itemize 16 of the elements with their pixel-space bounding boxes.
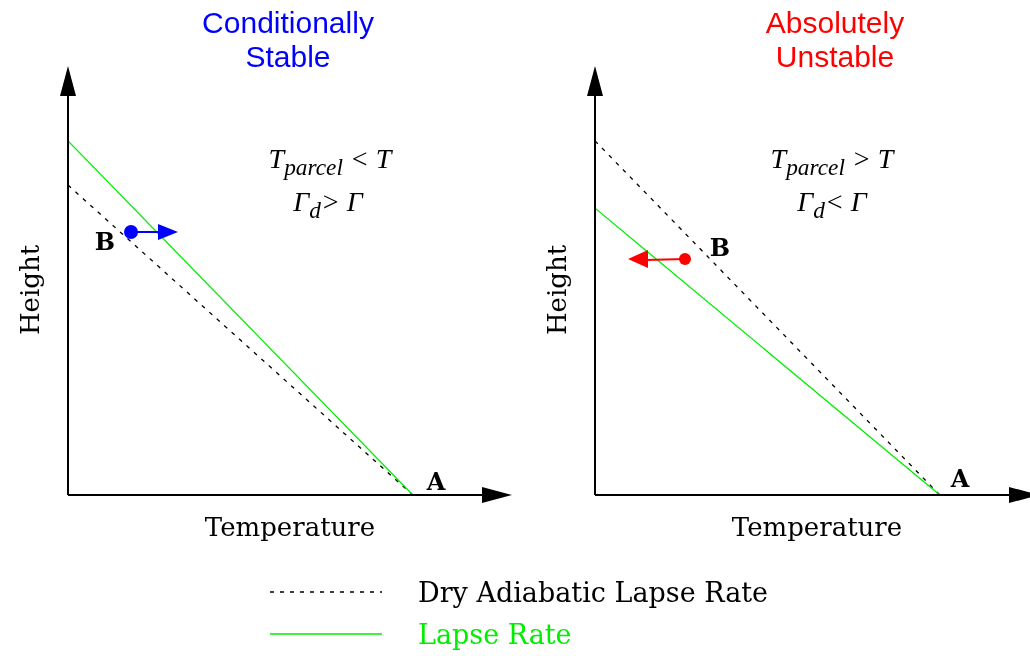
annotation: A	[426, 466, 446, 496]
y-axis-title: Height	[542, 244, 572, 336]
annotation: Γ$_{d}$> Γ	[293, 186, 363, 224]
y-axis-title: Height	[15, 244, 45, 336]
chart-title: Absolutely Unstable	[764, 6, 906, 74]
annotation: A	[950, 463, 970, 493]
annotation: T$_{parcel}$ < T	[268, 143, 392, 181]
legend-label: Dry Adiabatic Lapse Rate	[418, 576, 769, 608]
x-axis-title: Temperature	[730, 512, 904, 542]
x-axis-title: Temperature	[203, 512, 377, 542]
annotation: Γ$_{d}$< Γ	[797, 186, 867, 224]
chart-title: Conditionally Stable	[201, 6, 375, 74]
annotation: B	[709, 232, 731, 262]
legend-label: Lapse Rate	[418, 618, 572, 650]
annotation: T$_{parcel}$ > T	[770, 143, 894, 181]
annotation: B	[94, 226, 116, 256]
